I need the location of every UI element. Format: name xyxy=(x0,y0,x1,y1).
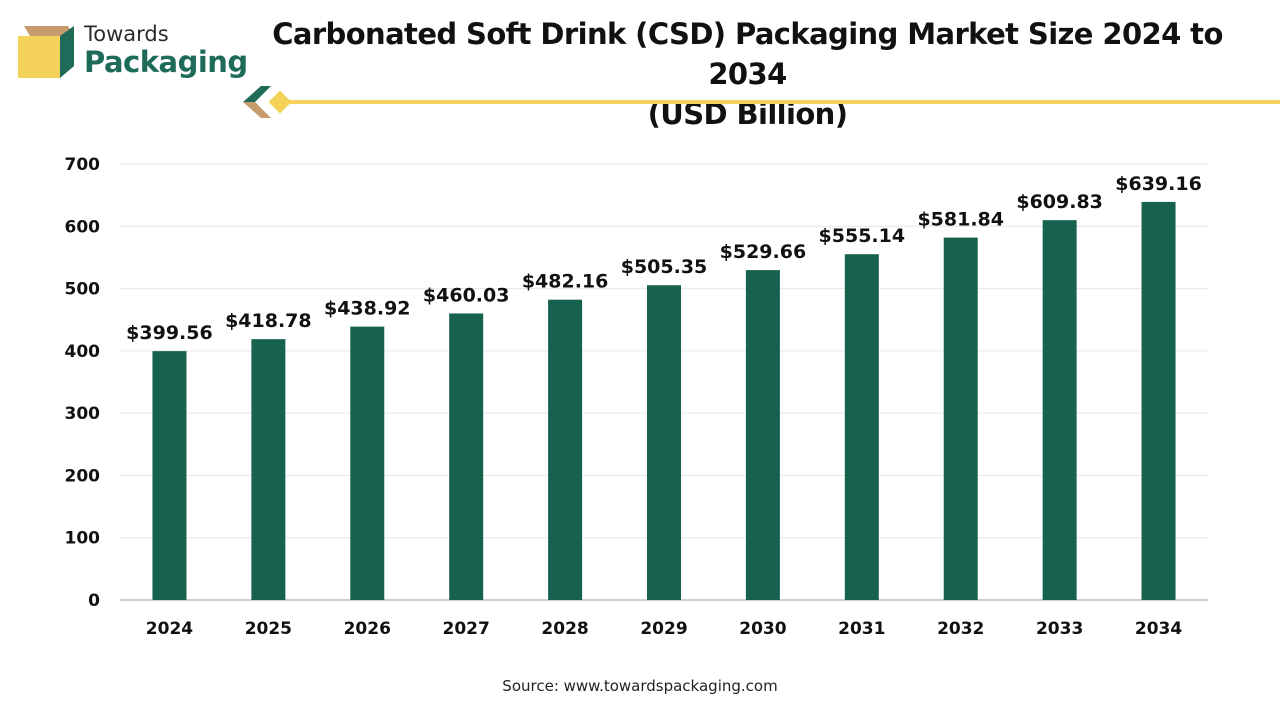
bar-2033 xyxy=(1042,220,1077,600)
x-tick-label: 2032 xyxy=(937,619,984,639)
x-tick-label: 2025 xyxy=(245,619,292,639)
title-divider xyxy=(243,86,1280,118)
data-label-2028: $482.16 xyxy=(522,271,609,293)
divider-line xyxy=(287,100,1280,104)
brand-name-line2: Packaging xyxy=(84,45,248,79)
bar-2029 xyxy=(647,285,681,600)
data-label-2034: $639.16 xyxy=(1115,173,1202,195)
y-tick-label: 300 xyxy=(65,404,101,424)
y-tick-label: 200 xyxy=(65,466,101,486)
x-tick-label: 2024 xyxy=(146,619,193,639)
chart-title-line1: Carbonated Soft Drink (CSD) Packaging Ma… xyxy=(272,17,1223,91)
brand-name-line1: Towards xyxy=(84,22,169,46)
x-tick-label: 2031 xyxy=(838,619,885,639)
data-label-2033: $609.83 xyxy=(1016,191,1103,213)
bar-2028 xyxy=(548,299,583,600)
bar-2034 xyxy=(1141,201,1176,600)
brand-logo: Towards Packaging xyxy=(16,20,248,84)
y-tick-label: 500 xyxy=(65,280,101,300)
bar-2027 xyxy=(449,313,484,600)
divider-diamond-green xyxy=(243,86,271,102)
data-label-2027: $460.03 xyxy=(423,284,510,306)
bar-2030 xyxy=(745,270,780,600)
bar-2031 xyxy=(844,254,879,600)
bar-2024 xyxy=(152,351,187,600)
data-label-2029: $505.35 xyxy=(621,256,708,278)
y-tick-label: 400 xyxy=(65,342,101,362)
x-tick-label: 2034 xyxy=(1135,619,1182,639)
y-tick-label: 0 xyxy=(88,591,100,611)
x-tick-label: 2033 xyxy=(1036,619,1083,639)
y-tick-label: 100 xyxy=(65,529,101,549)
data-label-2032: $581.84 xyxy=(917,209,1004,231)
x-tick-label: 2027 xyxy=(443,619,490,639)
data-label-2031: $555.14 xyxy=(819,225,906,247)
chart-title: Carbonated Soft Drink (CSD) Packaging Ma… xyxy=(250,14,1245,134)
x-tick-label: 2028 xyxy=(541,619,588,639)
x-tick-label: 2030 xyxy=(739,619,786,639)
x-tick-label: 2026 xyxy=(344,619,391,639)
bar-2025 xyxy=(251,339,286,600)
x-tick-label: 2029 xyxy=(640,619,687,639)
source-note: Source: www.towardspackaging.com xyxy=(502,677,778,695)
bar-2032 xyxy=(943,237,978,600)
y-tick-label: 600 xyxy=(65,217,101,237)
data-label-2025: $418.78 xyxy=(225,310,312,332)
bar-chart: 0 100 200 300 400 500 600 700 $399.56 2024 $418.78… xyxy=(65,155,1208,639)
divider-diamond-brown xyxy=(243,102,271,118)
data-label-2026: $438.92 xyxy=(324,298,411,320)
bar-2026 xyxy=(350,326,385,600)
y-tick-label: 700 xyxy=(65,155,101,175)
box-logo-icon xyxy=(18,26,74,78)
data-label-2024: $399.56 xyxy=(126,322,213,344)
data-label-2030: $529.66 xyxy=(720,241,807,263)
